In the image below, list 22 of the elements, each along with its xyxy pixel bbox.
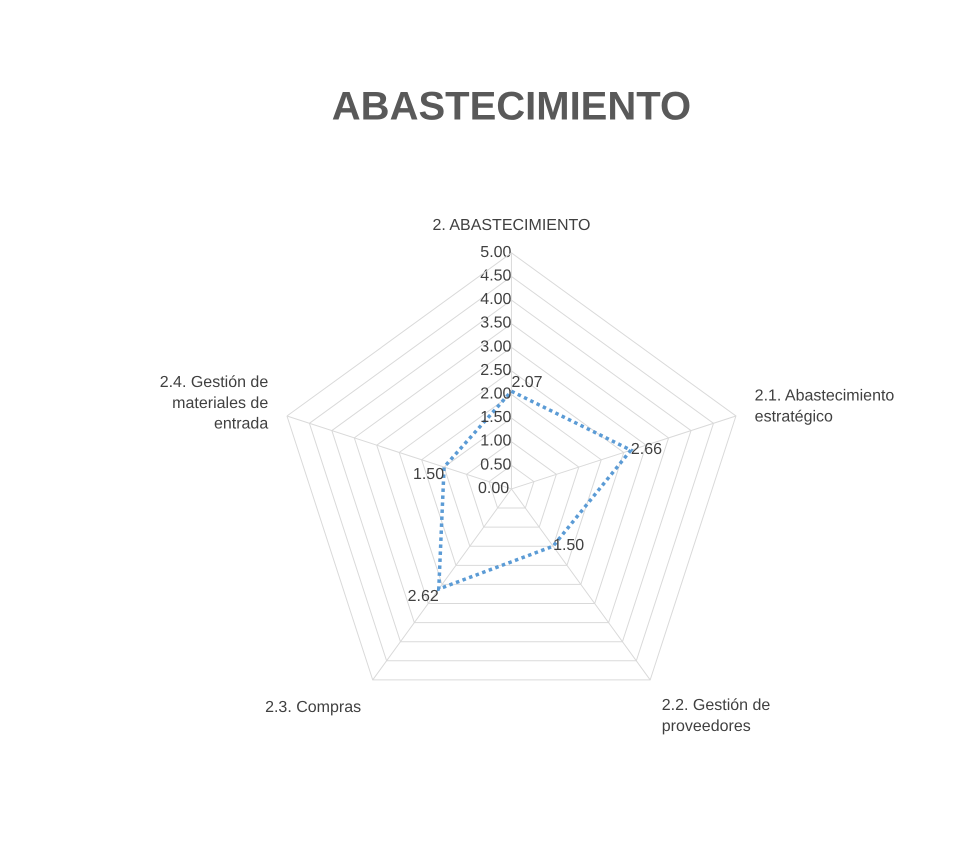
spoke-label: 2.2. Gestión de proveedores bbox=[662, 697, 770, 735]
data-label: 1.50 bbox=[412, 466, 444, 484]
data-label: 2.66 bbox=[630, 441, 662, 458]
y-tick-label: 2.00 bbox=[480, 386, 512, 403]
y-tick-label: 3.50 bbox=[480, 314, 512, 332]
y-tick-label: 4.50 bbox=[480, 268, 512, 284]
y-tick-label: 0.50 bbox=[480, 456, 512, 474]
chart-title: ABASTECIMIENTO bbox=[332, 84, 692, 128]
y-tick-label: 3.00 bbox=[480, 338, 512, 356]
y-tick-label: 2.50 bbox=[480, 362, 512, 379]
spoke-label: 2.4. Gestión de materiales de entrada bbox=[160, 374, 268, 433]
y-tick-label: 0.00 bbox=[478, 480, 510, 497]
spoke-label: 2. ABASTECIMIENTO bbox=[432, 217, 590, 234]
y-tick-label: 5.00 bbox=[480, 244, 512, 261]
y-tick-label: 4.00 bbox=[480, 291, 512, 308]
data-label: 1.50 bbox=[553, 537, 584, 554]
spoke-label: 2.3. Compras bbox=[265, 699, 362, 716]
y-tick-label: 1.00 bbox=[480, 432, 512, 450]
data-label: 2.07 bbox=[511, 374, 543, 392]
spoke-label: 2.1. Abastecimiento estratégico bbox=[754, 388, 894, 426]
y-tick-label: 1.50 bbox=[480, 409, 512, 426]
data-label: 2.62 bbox=[408, 588, 439, 605]
